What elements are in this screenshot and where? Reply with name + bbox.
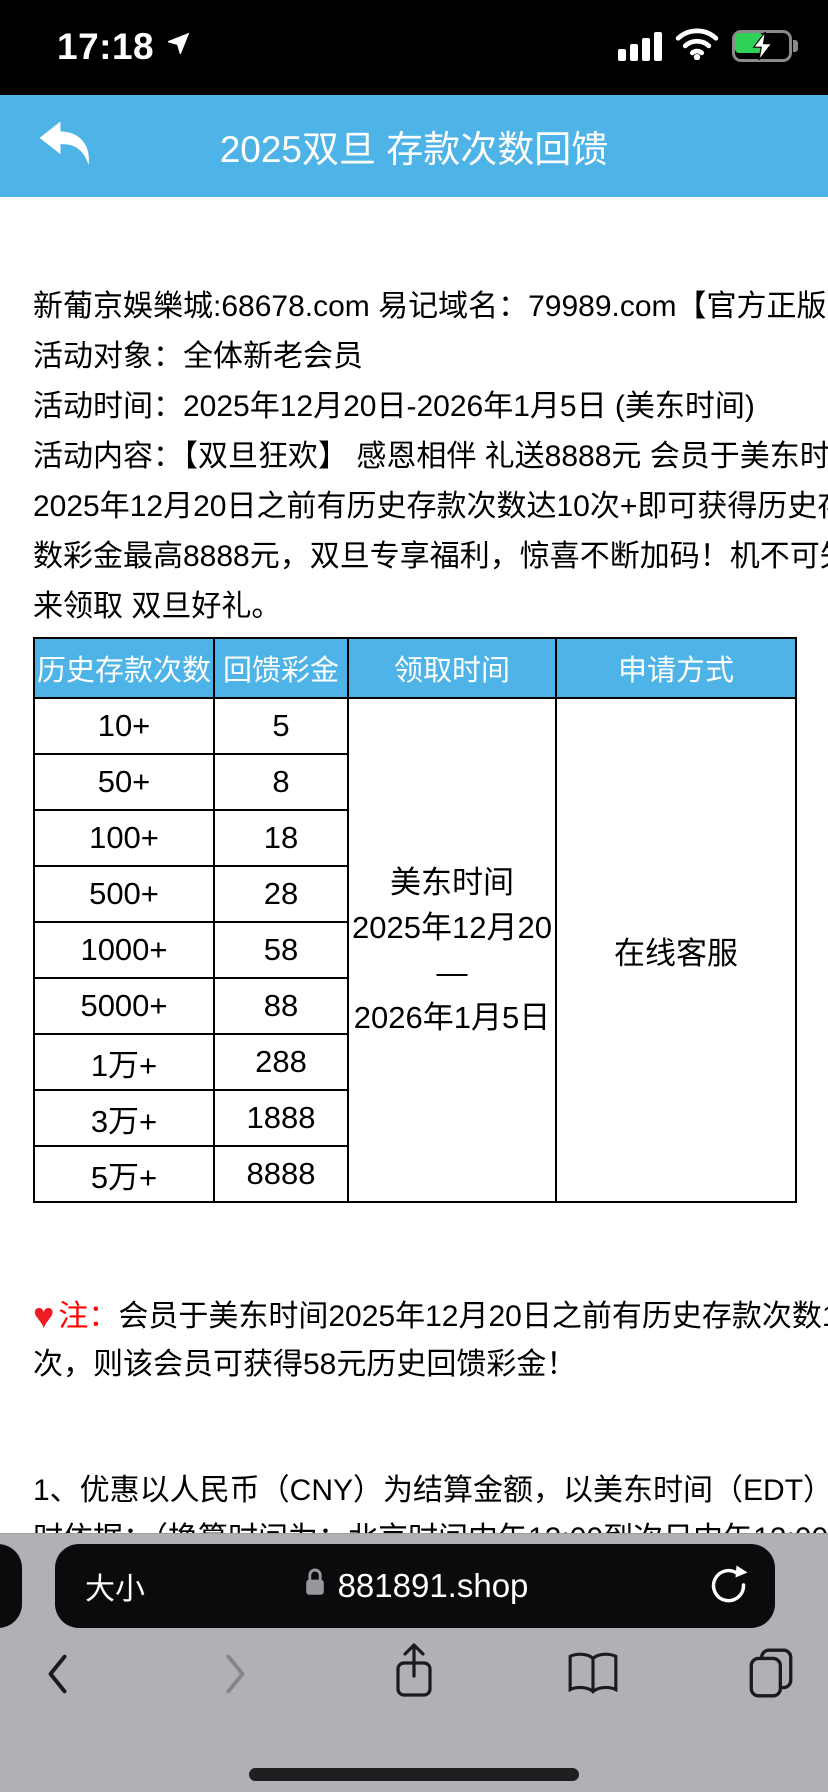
- deposit-count-cell: 3万+: [33, 1089, 215, 1147]
- battery-charging-icon: [732, 29, 802, 62]
- apply-method-cell: 在线客服: [555, 697, 797, 1203]
- intro-line: 新葡京娛樂城:68678.com 易记域名：79989.com【官方正版】: [33, 290, 828, 323]
- bonus-cell: 58: [213, 921, 349, 979]
- table-row: 100+ 18: [33, 809, 796, 867]
- table-row: 500+ 28: [33, 865, 796, 923]
- bonus-cell: 18: [213, 809, 349, 867]
- adjacent-tab-stub[interactable]: [0, 1544, 22, 1628]
- note-label: 注：: [58, 1300, 119, 1333]
- deposit-count-cell: 5万+: [33, 1145, 215, 1203]
- bonus-cell: 5: [213, 697, 349, 755]
- home-indicator[interactable]: [249, 1768, 579, 1781]
- clock: 17:18: [57, 26, 155, 67]
- tabs-button[interactable]: [746, 1646, 796, 1705]
- deposit-count-cell: 1000+: [33, 921, 215, 979]
- share-button[interactable]: [390, 1640, 438, 1707]
- claim-time-line: 2026年1月5日: [353, 1000, 551, 1035]
- claim-time-line: 2025年12月20: [352, 910, 552, 945]
- bookmarks-button[interactable]: [566, 1650, 620, 1701]
- lock-icon: [302, 1566, 328, 1606]
- table-header-row: 历史存款次数 回馈彩金 领取时间 申请方式: [33, 637, 797, 699]
- back-nav-button[interactable]: [44, 1652, 70, 1701]
- page-title: 2025双旦 存款次数回馈: [219, 129, 609, 170]
- bonus-cell: 288: [213, 1033, 349, 1091]
- col-header-deposit-count: 历史存款次数: [33, 637, 215, 699]
- table-row: 1万+ 288: [33, 1033, 796, 1091]
- claim-time-cell: 美东时间 2025年12月20 — 2026年1月5日: [347, 697, 557, 1203]
- address-bar[interactable]: 大小 881891.shop: [55, 1544, 775, 1628]
- table-row: 3万+ 1888: [33, 1089, 796, 1147]
- terms-line1: 1、优惠以人民币（CNY）为结算金额，以美东时间（EDT）为计: [33, 1474, 828, 1507]
- bonus-cell: 1888: [213, 1089, 349, 1147]
- toolbar-nav-row: [0, 1643, 828, 1712]
- deposit-count-cell: 10+: [33, 697, 215, 755]
- bonus-cell: 88: [213, 977, 349, 1035]
- bonus-table: 历史存款次数 回馈彩金 领取时间 申请方式 10+ 5 美东时间 2025年12…: [33, 637, 797, 1203]
- col-header-apply-method: 申请方式: [555, 637, 797, 699]
- page-header: 2025双旦 存款次数回馈: [0, 95, 828, 197]
- note-line1: 会员于美东时间2025年12月20日之前有历史存款次数1000: [118, 1300, 828, 1333]
- bonus-cell: 8888: [213, 1145, 349, 1203]
- reload-icon: [711, 1565, 748, 1603]
- bonus-cell: 8: [213, 753, 349, 811]
- intro-line: 活动内容：【双旦狂欢】 感恩相伴 礼送8888元 会员于美东时间: [33, 440, 828, 473]
- claim-time-line: 美东时间: [390, 865, 514, 900]
- note-line: ♥ 注：会员于美东时间2025年12月20日之前有历史存款次数1000: [33, 1292, 828, 1341]
- table-row: 50+ 8: [33, 753, 796, 811]
- share-icon: [396, 1643, 432, 1697]
- promo-intro-text: 新葡京娛樂城:68678.com 易记域名：79989.com【官方正版】 活动…: [33, 282, 828, 632]
- col-header-claim-time: 领取时间: [347, 637, 557, 699]
- table-row: 5万+ 8888: [33, 1145, 796, 1203]
- location-arrow-icon: [166, 28, 194, 59]
- note-line2: 次，则该会员可获得58元历史回馈彩金！: [33, 1348, 577, 1381]
- back-chevron-icon: [48, 1654, 67, 1694]
- table-row: 10+ 5 美东时间 2025年12月20 — 2026年1月5日 在线客服: [33, 697, 797, 1203]
- url-text: 881891.shop: [337, 1567, 529, 1604]
- cellular-signal-icon: [618, 31, 662, 61]
- heart-icon: ♥: [33, 1295, 55, 1336]
- forward-chevron-icon: [226, 1654, 245, 1694]
- deposit-count-cell: 50+: [33, 753, 215, 811]
- wifi-icon: [674, 26, 720, 65]
- bookmarks-book-icon: [568, 1652, 618, 1694]
- table-row: 5000+ 88: [33, 977, 796, 1035]
- intro-line: 数彩金最高8888元，双旦专享福利，惊喜不断加码！机不可失，速: [33, 540, 828, 573]
- bonus-cell: 28: [213, 865, 349, 923]
- status-bar: 17:18: [0, 0, 828, 95]
- tabs-icon: [749, 1648, 793, 1698]
- reload-button[interactable]: [705, 1564, 749, 1608]
- deposit-count-cell: 500+: [33, 865, 215, 923]
- intro-line: 活动对象：全体新老会员: [33, 340, 363, 373]
- deposit-count-cell: 5000+: [33, 977, 215, 1035]
- claim-time-line: —: [436, 955, 468, 990]
- back-arrow-icon: [39, 121, 89, 166]
- intro-line: 活动时间：2025年12月20日-2026年1月5日 (美东时间): [33, 390, 755, 423]
- note-text: ♥ 注：会员于美东时间2025年12月20日之前有历史存款次数1000 次，则该会…: [33, 1292, 828, 1389]
- forward-nav-button[interactable]: [223, 1652, 249, 1701]
- back-button[interactable]: [36, 115, 98, 177]
- intro-line: 2025年12月20日之前有历史存款次数达10次+即可获得历史存款次: [33, 490, 828, 523]
- intro-line: 来领取 双旦好礼。: [33, 590, 282, 623]
- deposit-count-cell: 1万+: [33, 1033, 215, 1091]
- table-row: 1000+ 58: [33, 921, 796, 979]
- deposit-count-cell: 100+: [33, 809, 215, 867]
- col-header-bonus: 回馈彩金: [213, 637, 349, 699]
- safari-toolbar: 大小 881891.shop: [0, 1533, 828, 1792]
- text-size-button[interactable]: 大小: [85, 1573, 145, 1606]
